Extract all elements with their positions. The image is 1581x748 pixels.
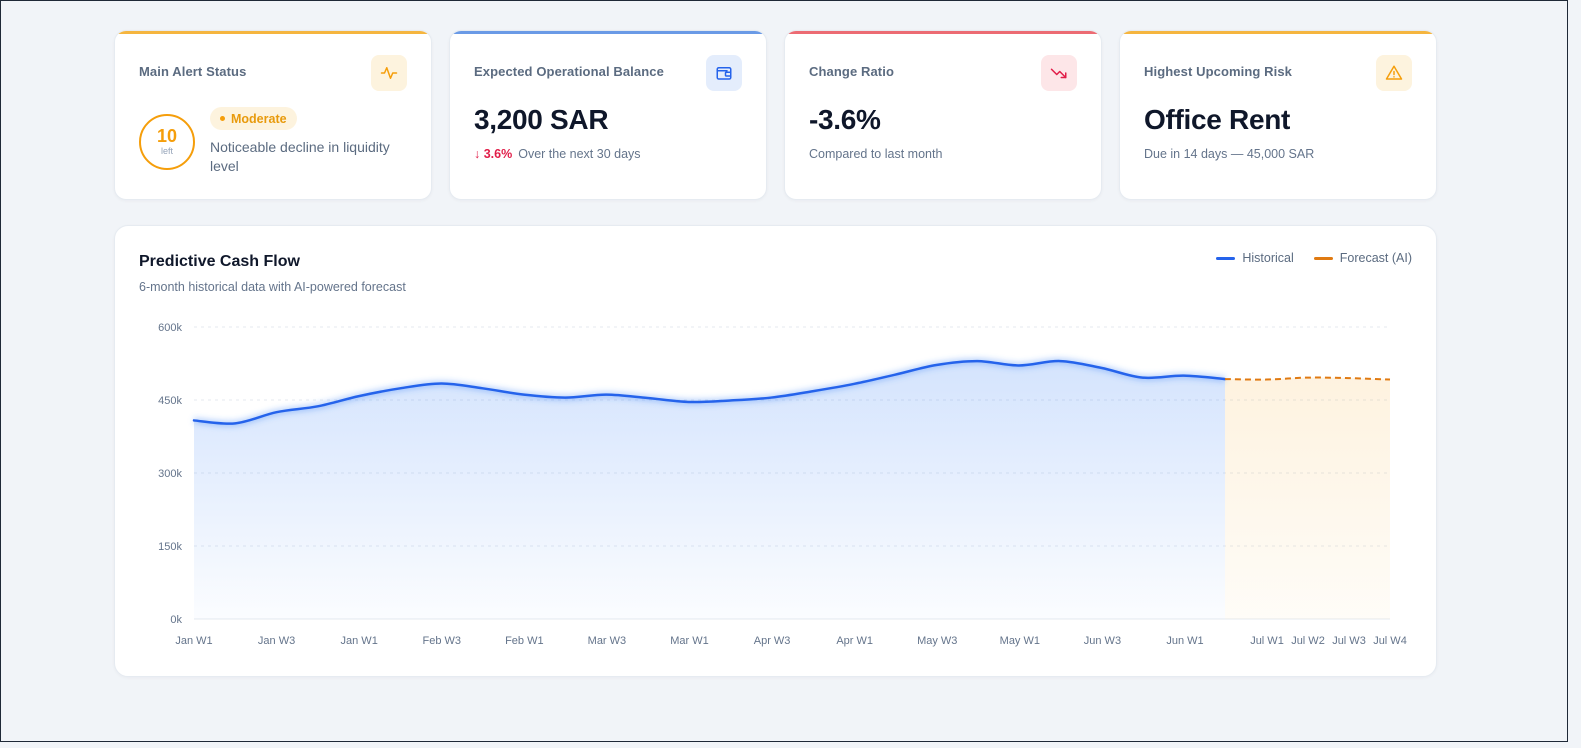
card-accent-bar xyxy=(450,31,766,34)
status-dot-icon xyxy=(220,116,225,121)
change-ratio-value: -3.6% xyxy=(809,104,881,135)
legend-forecast[interactable]: Forecast (AI) xyxy=(1313,251,1412,265)
warning-icon xyxy=(1376,55,1412,91)
x-tick-label: Feb W1 xyxy=(505,635,544,647)
legend-swatch xyxy=(1313,256,1333,260)
card-title: Main Alert Status xyxy=(139,64,247,79)
card-title: Highest Upcoming Risk xyxy=(1144,64,1293,79)
card-accent-bar xyxy=(1120,31,1436,34)
status-badge: Moderate xyxy=(210,107,297,130)
balance-note: Over the next 30 days xyxy=(518,147,641,161)
x-tick-label: Feb W3 xyxy=(422,635,461,647)
y-tick-label: 300k xyxy=(158,468,182,480)
operational-balance-card: Expected Operational Balance 3,200 SAR ↓… xyxy=(449,30,767,200)
alert-status-card: Main Alert Status 10 left Moderate Notic… xyxy=(114,30,432,200)
change-ratio-note: Compared to last month xyxy=(809,147,943,161)
activity-icon xyxy=(371,55,407,91)
legend-label: Forecast (AI) xyxy=(1339,251,1412,265)
balance-delta: ↓ 3.6% xyxy=(474,147,512,161)
balance-note-row: ↓ 3.6% Over the next 30 days xyxy=(474,147,641,161)
x-tick-label: Jan W1 xyxy=(341,635,378,647)
chart-legend: Historical Forecast (AI) xyxy=(1216,251,1412,265)
x-tick-label: Jun W3 xyxy=(1084,635,1121,647)
x-tick-label: Apr W3 xyxy=(754,635,791,647)
change-ratio-card: Change Ratio -3.6% Compared to last mont… xyxy=(784,30,1102,200)
x-tick-label: Jun W1 xyxy=(1166,635,1203,647)
chart-title: Predictive Cash Flow xyxy=(139,253,300,270)
card-accent-bar xyxy=(115,31,431,34)
alert-score-ring: 10 left xyxy=(139,114,195,170)
card-title: Change Ratio xyxy=(809,64,894,79)
legend-historical[interactable]: Historical xyxy=(1216,251,1294,265)
y-tick-label: 450k xyxy=(158,395,182,407)
cash-flow-chart: 600k 450k 300k 150k 0k Jan W1 Jan W3 Jan W1 Feb… xyxy=(158,322,1407,647)
trending-down-icon xyxy=(1041,55,1077,91)
x-tick-label: Jul W3 xyxy=(1332,635,1366,647)
x-tick-label: Jan W3 xyxy=(258,635,295,647)
risk-note: Due in 14 days — 45,000 SAR xyxy=(1144,147,1315,161)
cash-flow-chart-card: Predictive Cash Flow 6-month historical … xyxy=(114,225,1437,677)
status-badge-label: Moderate xyxy=(231,111,287,126)
x-tick-label: Mar W3 xyxy=(588,635,627,647)
risk-value: Office Rent xyxy=(1144,104,1291,135)
wallet-icon xyxy=(706,55,742,91)
forecast-area xyxy=(1225,377,1390,619)
alert-description: Noticeable decline in liquidity level xyxy=(210,139,390,174)
x-tick-label: Jul W1 xyxy=(1250,635,1284,647)
legend-swatch xyxy=(1216,256,1236,260)
balance-delta-value: 3.6% xyxy=(483,147,513,161)
y-tick-label: 600k xyxy=(158,322,182,334)
chart-subtitle: 6-month historical data with AI-powered … xyxy=(139,280,406,294)
x-tick-label: May W3 xyxy=(917,635,957,647)
historical-series-line xyxy=(192,359,1227,425)
card-accent-bar xyxy=(785,31,1101,34)
upcoming-risk-card: Highest Upcoming Risk Office Rent Due in… xyxy=(1119,30,1437,200)
x-tick-label: Jul W2 xyxy=(1291,635,1325,647)
alert-score-label: left xyxy=(160,146,173,156)
arrow-down-icon: ↓ xyxy=(474,147,481,161)
historical-area xyxy=(194,361,1225,619)
forecast-series-line xyxy=(1224,376,1391,381)
card-title: Expected Operational Balance xyxy=(474,64,664,79)
x-tick-label: Apr W1 xyxy=(836,635,873,647)
balance-value: 3,200 SAR xyxy=(474,104,609,135)
x-tick-label: Jan W1 xyxy=(175,635,212,647)
y-tick-label: 150k xyxy=(158,541,182,553)
x-tick-label: Jul W4 xyxy=(1373,635,1407,647)
legend-label: Historical xyxy=(1242,251,1294,265)
y-tick-label: 0k xyxy=(170,614,182,626)
x-tick-label: Mar W1 xyxy=(670,635,709,647)
x-tick-label: May W1 xyxy=(1000,635,1040,647)
alert-score: 10 xyxy=(156,126,178,146)
